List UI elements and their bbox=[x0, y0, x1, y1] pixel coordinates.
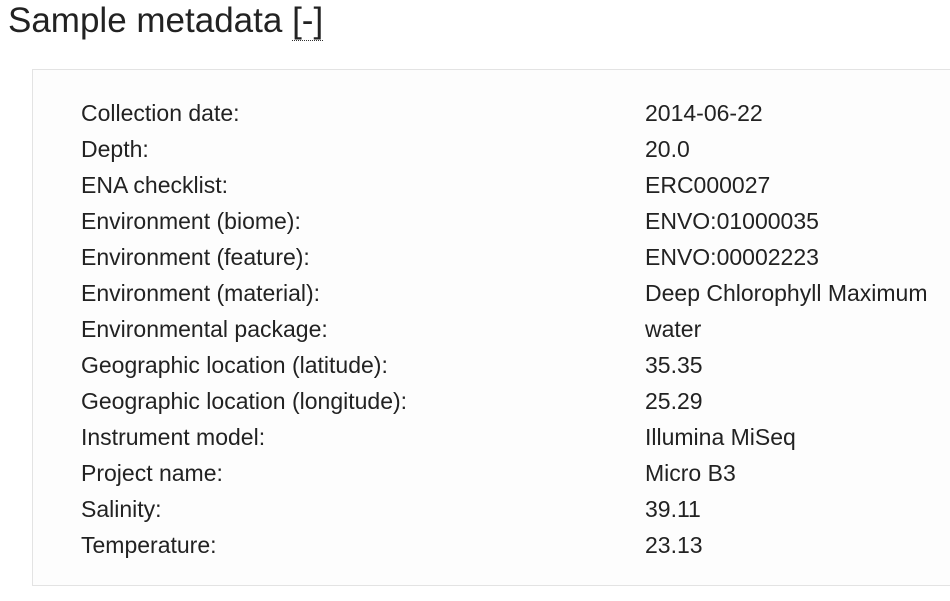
metadata-key: Collection date: bbox=[81, 100, 240, 126]
metadata-row: Environment (feature): ENVO:00002223 bbox=[81, 239, 950, 275]
metadata-value: 2014-06-22 bbox=[645, 100, 763, 126]
metadata-row: Instrument model: Illumina MiSeq bbox=[81, 419, 950, 455]
metadata-value: 35.35 bbox=[645, 352, 703, 378]
metadata-value: Micro B3 bbox=[645, 460, 736, 486]
metadata-row: Environment (biome): ENVO:01000035 bbox=[81, 203, 950, 239]
metadata-value: Illumina MiSeq bbox=[645, 424, 796, 450]
metadata-row: Salinity: 39.11 bbox=[81, 491, 950, 527]
collapse-toggle[interactable]: [-] bbox=[292, 1, 324, 41]
metadata-row: Geographic location (latitude): 35.35 bbox=[81, 347, 950, 383]
metadata-value: 20.0 bbox=[645, 136, 690, 162]
metadata-panel: Collection date: 2014-06-22 Depth: 20.0 … bbox=[32, 69, 950, 586]
metadata-key: Environment (biome): bbox=[81, 208, 301, 234]
metadata-key: Depth: bbox=[81, 136, 149, 162]
metadata-key: Geographic location (longitude): bbox=[81, 388, 408, 414]
metadata-value: 25.29 bbox=[645, 388, 703, 414]
metadata-key: Geographic location (latitude): bbox=[81, 352, 388, 378]
metadata-key: Environmental package: bbox=[81, 316, 328, 342]
metadata-value: ERC000027 bbox=[645, 172, 771, 198]
metadata-row: Geographic location (longitude): 25.29 bbox=[81, 383, 950, 419]
metadata-row: Depth: 20.0 bbox=[81, 131, 950, 167]
metadata-list: Collection date: 2014-06-22 Depth: 20.0 … bbox=[81, 95, 950, 563]
section-title: Sample metadata bbox=[8, 1, 293, 40]
metadata-key: Environment (feature): bbox=[81, 244, 310, 270]
metadata-key: Environment (material): bbox=[81, 280, 321, 306]
metadata-key: Temperature: bbox=[81, 532, 217, 558]
metadata-key: Project name: bbox=[81, 460, 223, 486]
metadata-key: ENA checklist: bbox=[81, 172, 228, 198]
metadata-row: Environmental package: water bbox=[81, 311, 950, 347]
metadata-row: Temperature: 23.13 bbox=[81, 527, 950, 563]
metadata-row: Project name: Micro B3 bbox=[81, 455, 950, 491]
metadata-value: water bbox=[645, 316, 702, 342]
metadata-value: 23.13 bbox=[645, 532, 703, 558]
metadata-key: Salinity: bbox=[81, 496, 162, 522]
section-heading: Sample metadata [-] bbox=[8, 0, 324, 42]
metadata-value: ENVO:00002223 bbox=[645, 244, 819, 270]
metadata-row: ENA checklist: ERC000027 bbox=[81, 167, 950, 203]
metadata-key: Instrument model: bbox=[81, 424, 266, 450]
metadata-value: 39.11 bbox=[645, 496, 701, 522]
metadata-row: Collection date: 2014-06-22 bbox=[81, 95, 950, 131]
metadata-value: ENVO:01000035 bbox=[645, 208, 819, 234]
metadata-row: Environment (material): Deep Chlorophyll… bbox=[81, 275, 950, 311]
metadata-value: Deep Chlorophyll Maximum bbox=[645, 280, 928, 306]
